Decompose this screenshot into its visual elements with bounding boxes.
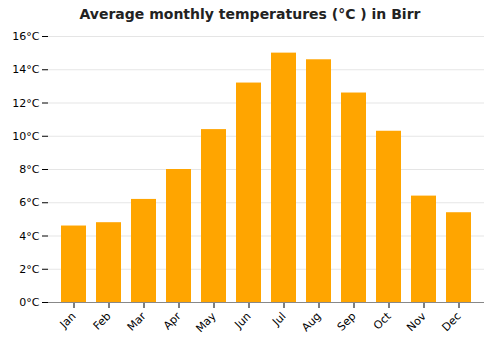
svg-text:Oct: Oct bbox=[371, 309, 394, 332]
svg-text:16°C: 16°C bbox=[12, 30, 39, 43]
svg-text:Jan: Jan bbox=[57, 310, 79, 332]
svg-text:12°C: 12°C bbox=[12, 97, 39, 110]
svg-text:Mar: Mar bbox=[125, 309, 149, 333]
svg-text:Jun: Jun bbox=[232, 310, 254, 332]
svg-text:Dec: Dec bbox=[439, 310, 463, 334]
svg-text:Aug: Aug bbox=[299, 310, 323, 334]
svg-text:14°C: 14°C bbox=[12, 63, 39, 76]
svg-text:6°C: 6°C bbox=[19, 196, 39, 209]
svg-text:Apr: Apr bbox=[161, 309, 184, 332]
svg-text:2°C: 2°C bbox=[19, 263, 39, 276]
svg-text:Feb: Feb bbox=[91, 310, 114, 333]
svg-text:Jul: Jul bbox=[269, 310, 288, 329]
svg-text:0°C: 0°C bbox=[19, 296, 39, 309]
html-text:Average monthly temperatures (: Average monthly temperatures (°C ) in Bi… bbox=[79, 6, 421, 22]
svg-text:8°C: 8°C bbox=[19, 163, 39, 176]
svg-text:Sep: Sep bbox=[335, 310, 359, 334]
svg-text:10°C: 10°C bbox=[12, 130, 39, 143]
svg-text:4°C: 4°C bbox=[19, 230, 39, 243]
svg-text:May: May bbox=[193, 309, 219, 335]
svg-text:Nov: Nov bbox=[404, 309, 429, 334]
